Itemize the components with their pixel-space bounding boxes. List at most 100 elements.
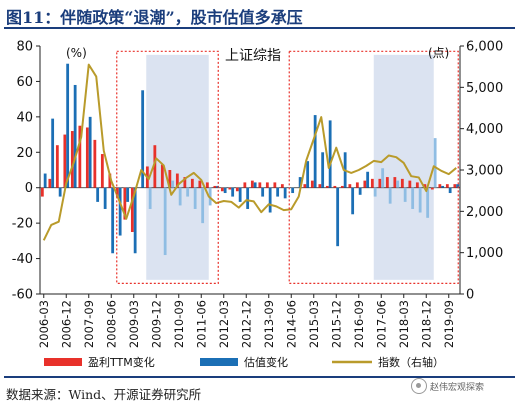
profit-bar bbox=[385, 177, 389, 188]
profit-bar bbox=[423, 184, 427, 188]
valuation-bar bbox=[88, 116, 92, 188]
valuation-bar bbox=[96, 187, 100, 202]
profit-bar bbox=[453, 184, 457, 188]
profit-bar bbox=[40, 187, 44, 197]
profit-bar bbox=[160, 164, 164, 188]
valuation-bar bbox=[411, 187, 415, 209]
shaded-region bbox=[146, 54, 209, 280]
valuation-bar bbox=[201, 187, 205, 224]
profit-bar bbox=[318, 184, 322, 188]
x-tick-label: 2015-03 bbox=[307, 300, 321, 348]
valuation-bar bbox=[418, 187, 422, 213]
valuation-bar bbox=[396, 180, 400, 188]
profit-bar bbox=[400, 178, 404, 188]
legend-label-index: 指数（右轴） bbox=[378, 355, 444, 369]
legend-swatch-valuation bbox=[200, 358, 238, 366]
valuation-bar bbox=[118, 187, 122, 236]
profit-bar bbox=[438, 184, 442, 188]
profit-bar bbox=[63, 134, 67, 188]
title-rule bbox=[4, 27, 515, 29]
right-tick-label: 6,000 bbox=[466, 40, 503, 55]
profit-bar bbox=[280, 184, 284, 188]
right-tick-label: 0 bbox=[466, 288, 474, 303]
valuation-bar bbox=[268, 187, 272, 213]
valuation-bar bbox=[441, 185, 445, 188]
profit-bar bbox=[243, 182, 247, 188]
valuation-bar bbox=[126, 187, 130, 202]
valuation-bar bbox=[148, 187, 152, 209]
profit-bar bbox=[348, 184, 352, 188]
profit-bar bbox=[205, 182, 209, 188]
figure-title: 图11：伴随政策“退潮”，股市估值多承压 bbox=[6, 8, 303, 27]
valuation-bar bbox=[103, 187, 107, 209]
left-tick-label: 40 bbox=[16, 110, 33, 125]
left-tick-label: -40 bbox=[12, 252, 33, 267]
profit-bar bbox=[333, 185, 337, 188]
valuation-bar bbox=[73, 84, 77, 188]
valuation-bar bbox=[358, 187, 362, 195]
valuation-bar bbox=[448, 187, 452, 194]
profit-bar bbox=[250, 180, 254, 188]
profit-bar bbox=[370, 178, 374, 188]
index-line bbox=[42, 63, 457, 241]
profit-bar bbox=[393, 177, 397, 188]
x-tick-label: 2011-06 bbox=[194, 300, 208, 348]
x-tick-label: 2014-06 bbox=[284, 300, 298, 348]
right-tick-label: 2,000 bbox=[466, 205, 503, 220]
x-tick-label: 2012-12 bbox=[239, 300, 253, 348]
profit-bar bbox=[265, 182, 269, 188]
x-tick-label: 2012-03 bbox=[217, 300, 231, 348]
profit-bar bbox=[198, 180, 202, 188]
valuation-bar bbox=[141, 90, 145, 188]
valuation-bar bbox=[43, 173, 47, 188]
profit-bar bbox=[415, 182, 419, 188]
right-tick-label: 4,000 bbox=[466, 122, 503, 137]
profit-bar bbox=[303, 184, 307, 188]
profit-bar bbox=[123, 187, 127, 220]
left-tick-label: -60 bbox=[12, 288, 33, 303]
profit-bar bbox=[325, 185, 329, 188]
left-tick-label: 80 bbox=[16, 40, 33, 55]
left-axis-unit: (%) bbox=[66, 46, 87, 60]
valuation-bar bbox=[193, 187, 197, 209]
source-rule bbox=[4, 376, 515, 378]
profit-bar bbox=[213, 185, 217, 188]
profit-bar bbox=[310, 180, 314, 188]
valuation-bar bbox=[51, 118, 55, 188]
valuation-bar bbox=[283, 187, 287, 199]
left-tick-label: -20 bbox=[12, 217, 33, 232]
profit-bar bbox=[340, 185, 344, 188]
left-tick-label: 20 bbox=[16, 146, 33, 161]
valuation-bar bbox=[66, 63, 70, 188]
profit-bar bbox=[408, 180, 412, 188]
valuation-bar bbox=[171, 180, 175, 188]
valuation-bar bbox=[163, 187, 167, 256]
chart: -60 -40 -20 0 20 40 60 80 0 1,000 2,000 3,000 4,000 5… bbox=[12, 40, 503, 370]
x-tick-label: 2017-06 bbox=[374, 300, 388, 348]
valuation-bar bbox=[306, 161, 310, 188]
x-tick-label: 2006-03 bbox=[37, 300, 51, 348]
profit-bar bbox=[78, 125, 82, 188]
valuation-bar bbox=[433, 138, 437, 188]
legend-label-profit: 盈利TTM变化 bbox=[88, 355, 155, 369]
profit-bar bbox=[228, 187, 232, 190]
profit-bar bbox=[93, 139, 97, 188]
valuation-bar bbox=[246, 187, 250, 209]
right-tick-label: 1,000 bbox=[466, 246, 503, 261]
profit-bar bbox=[273, 182, 277, 188]
wechat-icon bbox=[411, 378, 427, 394]
right-tick-label: 5,000 bbox=[466, 81, 503, 96]
valuation-bar bbox=[426, 187, 430, 218]
valuation-bar bbox=[403, 187, 407, 202]
profit-bar bbox=[235, 187, 239, 192]
x-tick-label: 2008-06 bbox=[104, 300, 118, 348]
valuation-bar bbox=[58, 187, 62, 197]
right-axis-unit: (点) bbox=[428, 46, 449, 60]
profit-bar bbox=[85, 127, 89, 188]
source-note: 数据来源：Wind、开源证券研究所 bbox=[6, 387, 202, 402]
x-tick-label: 2016-09 bbox=[352, 300, 366, 348]
x-tick-label: 2009-12 bbox=[149, 300, 163, 348]
valuation-bar bbox=[381, 168, 385, 188]
profit-bar bbox=[168, 170, 172, 188]
